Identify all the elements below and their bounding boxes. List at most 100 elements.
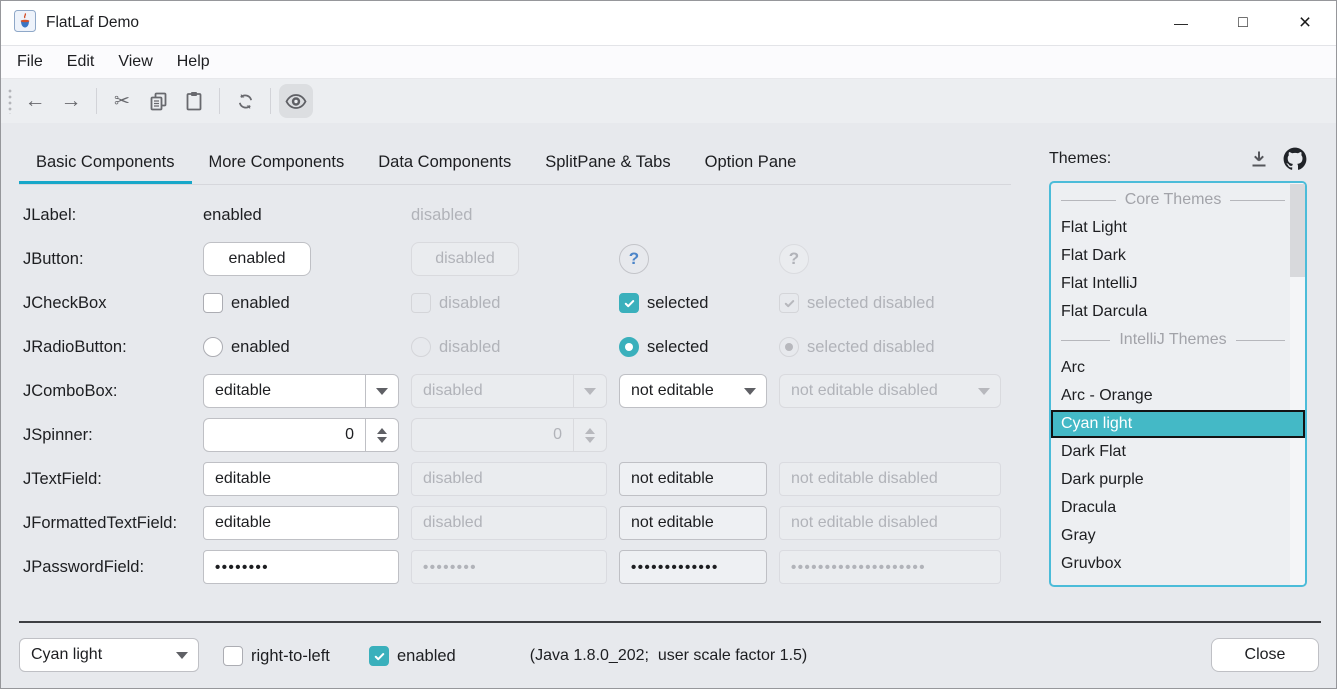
paste-icon (186, 92, 202, 111)
combobox-arrow[interactable] (165, 639, 198, 671)
formattedtextfield-disabled: disabled (411, 506, 607, 540)
themes-scrollbar-track[interactable] (1290, 183, 1305, 585)
components-panel: JLabel: enabled disabled JButton: enable… (19, 193, 1011, 589)
refresh-icon (238, 93, 252, 109)
passwordfield-disabled: •••••••• (411, 550, 607, 584)
help-button-disabled: ? (779, 244, 809, 274)
window-titlebar: FlatLaf Demo — □ × (1, 1, 1336, 46)
scrollbar-thumb[interactable] (1290, 184, 1305, 277)
theme-item-dracula[interactable]: Dracula (1061, 499, 1117, 516)
java-app-icon (14, 9, 36, 37)
row-label-jtextfield: JTextField: (23, 469, 102, 488)
formattedtextfield-editable[interactable]: editable (203, 506, 399, 540)
row-label-jpasswordfield: JPasswordField: (23, 557, 145, 576)
minimize-button[interactable]: — (1150, 1, 1212, 45)
theme-selector-combo[interactable]: Cyan light (19, 638, 199, 672)
menubar: File Edit View Help (1, 46, 1336, 79)
theme-section-core: Core Themes (1051, 186, 1305, 214)
show-hidden-toggle-button[interactable] (279, 84, 313, 118)
theme-item-arc[interactable]: Arc (1061, 359, 1085, 376)
spinner[interactable]: 0 (203, 418, 399, 452)
close-button[interactable]: Close (1211, 638, 1319, 672)
copy-button[interactable] (141, 84, 175, 118)
theme-item-cyan-light[interactable]: Cyan light (1051, 410, 1305, 438)
checkbox-selected[interactable] (619, 293, 639, 313)
menu-view[interactable]: View (118, 53, 153, 70)
chevron-down-icon (175, 651, 188, 659)
theme-item-flat-darcula[interactable]: Flat Darcula (1061, 303, 1148, 320)
jlabel-enabled: enabled (203, 205, 262, 224)
download-theme-button[interactable] (1249, 149, 1269, 169)
theme-item-flat-intellij[interactable]: Flat IntelliJ (1061, 275, 1138, 292)
row-label-jlabel: JLabel: (23, 205, 77, 224)
themes-list: Core Themes Flat Light Flat Dark Flat In… (1049, 181, 1307, 587)
jlabel-disabled: disabled (411, 205, 473, 224)
passwordfield-not-editable-disabled: •••••••••••••••••••• (779, 550, 1001, 584)
toolbar-separator (270, 88, 271, 114)
maximize-button[interactable]: □ (1212, 1, 1274, 45)
checkbox-checked[interactable] (369, 646, 389, 666)
theme-item-dark-flat[interactable]: Dark Flat (1061, 443, 1126, 460)
checkbox-selected-disabled (779, 293, 799, 313)
tab-bar: Basic Components More Components Data Co… (19, 141, 1011, 185)
theme-item-gruvbox[interactable]: Gruvbox (1061, 555, 1122, 572)
passwordfield-not-editable: ••••••••••••• (619, 550, 767, 584)
checkbox-enabled[interactable] (203, 293, 223, 313)
cut-button[interactable]: ✂ (105, 84, 139, 118)
toolbar: ← → ✂ (1, 79, 1336, 123)
tab-basic-components[interactable]: Basic Components (19, 141, 192, 184)
right-to-left-checkbox[interactable]: right-to-left (223, 646, 330, 666)
forward-button[interactable]: → (54, 84, 88, 118)
theme-item-flat-light[interactable]: Flat Light (1061, 219, 1127, 236)
refresh-button[interactable] (228, 84, 262, 118)
combobox-arrow[interactable] (365, 375, 398, 407)
textfield-disabled: disabled (411, 462, 607, 496)
paste-button[interactable] (177, 84, 211, 118)
theme-item-gray[interactable]: Gray (1061, 527, 1096, 544)
github-button[interactable] (1283, 147, 1307, 171)
menu-edit[interactable]: Edit (66, 53, 95, 70)
theme-item-dark-purple[interactable]: Dark purple (1061, 471, 1144, 488)
row-label-jformattedtextfield: JFormattedTextField: (23, 513, 178, 532)
spinner-disabled: 0 (411, 418, 607, 452)
toolbar-grip[interactable] (8, 88, 12, 114)
back-icon: ← (24, 89, 46, 112)
jbutton-disabled: disabled (411, 242, 519, 276)
enabled-checkbox[interactable]: enabled (369, 646, 456, 666)
spinner-up-icon (377, 427, 387, 434)
checkbox-unchecked[interactable] (223, 646, 243, 666)
tab-option-pane[interactable]: Option Pane (704, 153, 797, 171)
row-label-jcheckbox: JCheckBox (23, 293, 107, 312)
combobox-not-editable[interactable]: not editable (619, 374, 767, 408)
row-label-jradiobutton: JRadioButton: (23, 337, 127, 356)
back-button[interactable]: ← (18, 84, 52, 118)
menu-help[interactable]: Help (176, 53, 210, 70)
radio-disabled (411, 337, 431, 357)
passwordfield-editable[interactable]: •••••••• (203, 550, 399, 584)
textfield-editable[interactable]: editable (203, 462, 399, 496)
jbutton-enabled[interactable]: enabled (203, 242, 311, 276)
tab-splitpane-tabs[interactable]: SplitPane & Tabs (545, 153, 671, 171)
help-button[interactable]: ? (619, 244, 649, 274)
bottom-bar: Cyan light right-to-left enabled (Java 1… (1, 631, 1336, 688)
question-icon: ? (788, 249, 800, 268)
question-icon: ? (628, 249, 640, 268)
checkbox-disabled (411, 293, 431, 313)
status-text: (Java 1.8.0_202; user scale factor 1.5) (529, 647, 808, 664)
menu-file[interactable]: File (17, 53, 43, 70)
close-window-button[interactable]: × (1274, 1, 1336, 45)
combobox-editable[interactable]: editable (203, 374, 399, 408)
tab-more-components[interactable]: More Components (208, 153, 345, 171)
spinner-arrows[interactable] (365, 419, 398, 451)
radio-selected[interactable] (619, 337, 639, 357)
tab-data-components[interactable]: Data Components (378, 153, 512, 171)
theme-item-arc-orange[interactable]: Arc - Orange (1061, 387, 1153, 404)
copy-icon (150, 92, 166, 110)
combobox-disabled: disabled (411, 374, 607, 408)
radio-selected-disabled (779, 337, 799, 357)
textfield-not-editable-disabled: not editable disabled (779, 462, 1001, 496)
radio-enabled[interactable] (203, 337, 223, 357)
spinner-up-icon (585, 427, 595, 434)
theme-item-flat-dark[interactable]: Flat Dark (1061, 247, 1126, 264)
